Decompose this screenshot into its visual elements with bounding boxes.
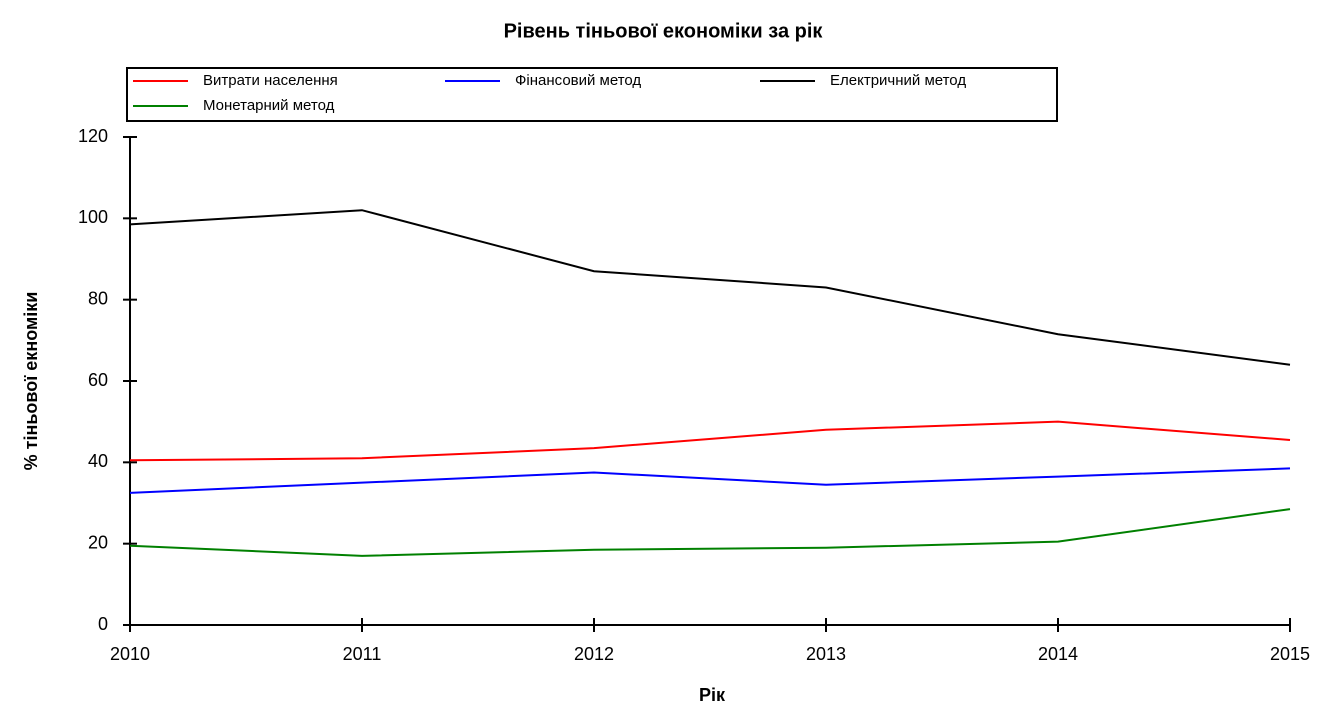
y-tick-label: 0 (98, 614, 108, 634)
x-tick-label: 2010 (110, 644, 150, 664)
y-tick-label: 60 (88, 370, 108, 390)
series-line (129, 467, 1291, 494)
legend-box (126, 67, 1058, 122)
series-line (129, 209, 1291, 366)
legend-label: Монетарний метод (203, 97, 335, 114)
x-tick-label: 2012 (574, 644, 614, 664)
x-axis-title: Рік (699, 685, 726, 705)
y-tick-label: 40 (88, 451, 108, 471)
x-tick-label: 2011 (343, 644, 382, 664)
x-tick-label: 2013 (806, 644, 846, 664)
y-tick-label: 20 (88, 532, 108, 552)
chart-title: Рівень тіньової економіки за рік (504, 20, 824, 42)
x-tick-label: 2015 (1270, 644, 1310, 664)
legend-label: Фінансовий метод (515, 72, 641, 89)
y-tick-label: 80 (88, 288, 108, 308)
y-tick-label: 100 (78, 207, 108, 227)
series-line (129, 420, 1291, 462)
legend-label: Витрати населення (203, 72, 338, 89)
series-line (129, 508, 1291, 557)
y-tick-label: 120 (78, 126, 108, 146)
legend-label: Електричний метод (830, 72, 966, 89)
x-tick-label: 2014 (1038, 644, 1078, 664)
y-axis-title: % тіньової екноміки (21, 292, 41, 471)
